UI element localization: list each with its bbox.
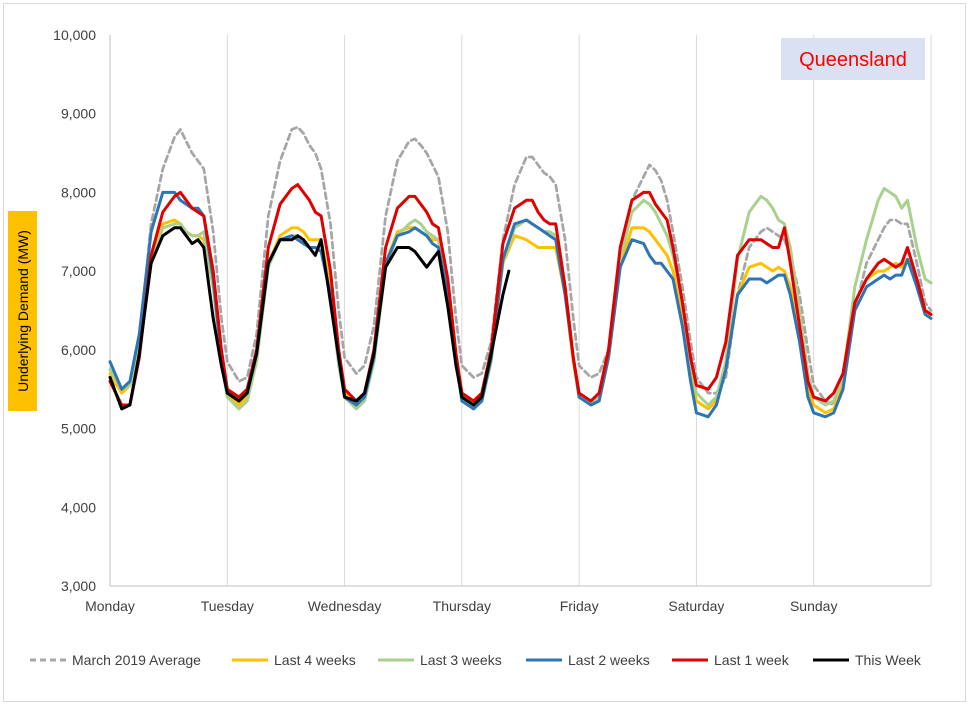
y-axis-label: Underlying Demand (MW) (15, 230, 31, 392)
legend-label: Last 4 weeks (274, 652, 356, 668)
x-tick-label: Sunday (790, 598, 837, 614)
x-tick-label: Thursday (433, 598, 491, 614)
series-line-4 (108, 183, 933, 407)
y-tick-label: 3,000 (61, 578, 96, 594)
y-tick-label: 9,000 (61, 106, 96, 122)
legend: March 2019 Average Last 4 weeks Last 3 wee… (30, 652, 922, 668)
x-tick-label: Friday (560, 598, 599, 614)
y-tick-label: 4,000 (61, 499, 96, 515)
y-axis-label-group: Underlying Demand (MW) (8, 211, 37, 411)
legend-label: This Week (855, 652, 922, 668)
vertical-gridlines (226, 35, 932, 586)
legend-label: Last 2 weeks (568, 652, 650, 668)
y-tick-labels: 3,000 4,000 5,000 6,000 7,000 8,000 9,000 10,00… (53, 27, 96, 594)
series-line-5 (108, 226, 511, 411)
region-annotation-box (781, 38, 925, 80)
region-annotation: Queensland (781, 38, 925, 80)
y-tick-label: 10,000 (53, 27, 96, 43)
y-tick-label: 8,000 (61, 184, 96, 200)
region-annotation-text: Queensland (799, 49, 907, 71)
y-tick-label: 5,000 (61, 421, 96, 437)
x-tick-label: Wednesday (308, 598, 382, 614)
x-tick-label: Monday (85, 598, 135, 614)
y-tick-label: 7,000 (61, 263, 96, 279)
series-lines (108, 125, 933, 419)
legend-label: Last 3 weeks (420, 652, 502, 668)
y-axis-label-box (8, 211, 37, 411)
y-tick-label: 6,000 (61, 342, 96, 358)
x-tick-label: Saturday (668, 598, 724, 614)
legend-label: Last 1 week (714, 652, 790, 668)
x-tick-label: Tuesday (201, 598, 254, 614)
legend-label: March 2019 Average (72, 652, 201, 668)
x-tick-labels: Monday Tuesday Wednesday Thursday Friday Satu… (85, 598, 837, 614)
